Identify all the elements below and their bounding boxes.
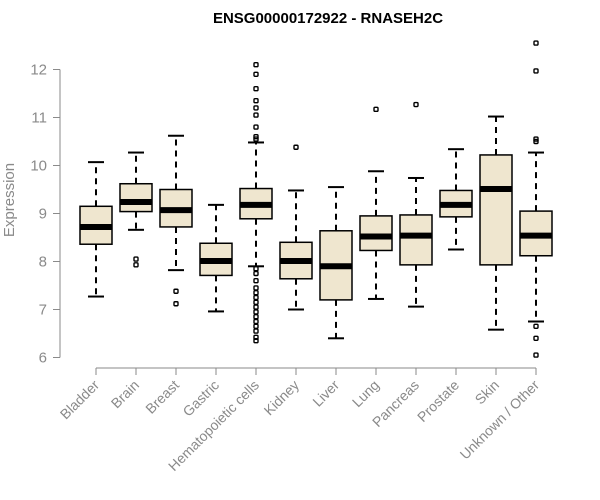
outlier-point [253,112,259,118]
outlier-point [253,124,259,130]
iqr-box [479,154,513,266]
outlier-point [133,256,139,262]
outlier-point [253,294,259,301]
box-lung [359,106,393,300]
box-breast [159,134,193,307]
outlier-point [253,136,259,142]
box-skin [479,115,513,331]
outlier-point [533,335,539,341]
x-tick-label: Prostate [414,377,462,425]
boxes-group [79,40,553,358]
y-tick-label: 8 [39,254,47,271]
box-gastric [199,203,233,313]
outlier-point [293,144,299,150]
y-tick-label: 6 [39,350,47,367]
outlier-point [253,97,259,104]
box-unknown-other [519,40,553,358]
y-tick-label: 10 [30,158,47,175]
box-hematopoietic-cells [239,62,273,344]
x-tick-label: Breast [142,377,182,417]
box-brain [119,151,153,268]
outlier-point [253,304,259,310]
outlier-point [533,40,539,46]
box-liver [319,186,353,340]
iqr-box [359,215,393,252]
y-tick-label: 12 [30,62,47,79]
outlier-point [173,301,179,307]
outlier-point [533,323,539,329]
y-tick-label: 7 [39,302,47,319]
outlier-point [253,338,259,344]
outlier-point [253,270,259,277]
outlier-point [253,309,259,315]
outlier-point [253,318,259,325]
outlier-point [253,299,259,305]
outlier-point [253,105,259,111]
y-axis-label: Expression [1,163,18,237]
outlier-point [173,288,179,294]
outlier-point [253,62,259,68]
box-prostate [439,148,473,251]
x-tick-label: Lung [349,377,382,410]
y-axis: 6 7 8 9 10 11 12 [30,62,61,367]
outlier-point [253,285,259,291]
outlier-point [413,101,419,108]
outlier-point [373,106,379,113]
iqr-box [399,214,433,266]
x-tick-label: Liver [309,377,342,410]
box-kidney [279,144,313,311]
outlier-point [253,278,259,284]
outlier-point [253,290,259,296]
x-tick-label: Skin [472,377,503,408]
iqr-box [119,182,153,213]
outlier-point [253,266,259,272]
outlier-point [253,323,259,329]
outlier-point [253,85,259,92]
outlier-point [533,68,539,74]
box-pancreas [399,101,433,308]
y-tick-label: 9 [39,206,47,223]
y-tick-label: 11 [31,110,47,127]
outlier-point [533,138,539,145]
x-tick-label: Kidney [261,377,303,419]
box-bladder [79,161,113,298]
x-tick-label: Bladder [57,377,103,423]
outlier-point [253,314,259,320]
outlier-point [253,328,259,334]
outlier-point [133,262,139,268]
outlier-point [533,352,539,358]
chart-title: ENSG00000172922 - RNASEH2C [213,10,443,27]
x-tick-label: Brain [108,377,142,411]
outlier-point [253,71,259,78]
